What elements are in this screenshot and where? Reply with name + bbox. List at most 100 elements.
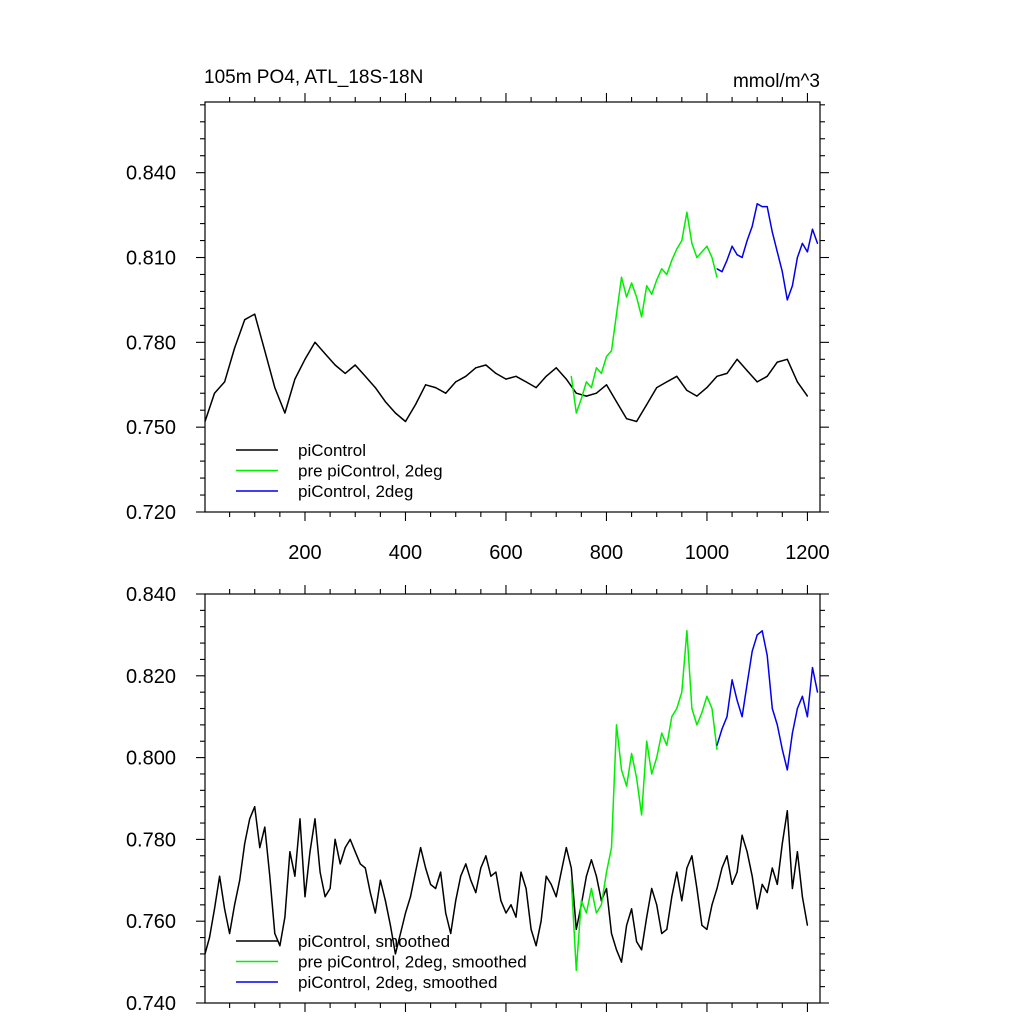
series-point — [414, 871, 417, 873]
series-point — [213, 908, 216, 910]
series-point — [254, 313, 256, 315]
series-point — [721, 867, 723, 869]
series-point — [641, 949, 643, 951]
series-point — [666, 928, 668, 931]
series-point — [651, 773, 653, 775]
series-point — [610, 350, 613, 352]
plot-frame — [204, 101, 821, 513]
series-point — [666, 744, 668, 746]
series-point — [766, 375, 768, 377]
series-point — [314, 341, 316, 343]
series-point — [676, 871, 678, 873]
series-point — [756, 203, 758, 205]
series-point — [590, 387, 593, 389]
series-point — [656, 387, 658, 389]
series-point — [384, 401, 386, 403]
series-point — [751, 225, 753, 227]
series-point — [726, 716, 728, 718]
series-point — [590, 859, 593, 861]
series-point — [620, 961, 623, 963]
series-point — [585, 381, 588, 383]
series-point — [746, 240, 748, 242]
y-tick-label: 0.760 — [126, 911, 176, 933]
plot-frame — [204, 593, 821, 1004]
series-point — [545, 375, 547, 377]
series-point — [631, 752, 633, 755]
series-point — [535, 387, 537, 389]
series-point — [575, 969, 577, 971]
series-point — [580, 900, 582, 902]
series-point — [475, 892, 477, 894]
series-point — [605, 355, 608, 358]
series-point — [746, 851, 748, 853]
series-point — [500, 900, 502, 902]
series-point — [208, 937, 211, 939]
series-point — [565, 378, 567, 380]
series-point — [324, 896, 326, 898]
series-point — [756, 381, 758, 383]
series-point — [776, 251, 778, 253]
series-point — [259, 847, 261, 849]
top-panel: 200 400 600 800 1000 1200 0.720 0.750 0.780 0.810… — [126, 93, 830, 564]
series-point — [791, 732, 794, 734]
series-point — [299, 818, 301, 820]
series-point — [600, 904, 603, 906]
series-point — [661, 268, 663, 270]
series-point — [455, 900, 457, 902]
series-point — [701, 712, 703, 714]
series-point — [711, 707, 713, 710]
series-point — [505, 378, 507, 380]
series-point — [726, 259, 728, 261]
series-point — [495, 372, 497, 374]
x-tick-label: 400 — [389, 542, 422, 564]
series-point — [475, 367, 477, 369]
legend-label: pre piControl, 2deg — [298, 462, 443, 481]
series-point — [304, 358, 306, 360]
series-point — [379, 879, 381, 881]
series-point — [435, 387, 437, 389]
series-point — [696, 887, 698, 890]
series-point — [605, 871, 608, 873]
series-point — [510, 904, 512, 906]
series-point — [440, 871, 442, 873]
series-point — [610, 932, 613, 935]
series-point — [731, 245, 733, 247]
series-point — [565, 847, 567, 849]
series-point — [575, 392, 577, 394]
series-point — [771, 867, 773, 869]
series-point — [465, 375, 467, 377]
series-point — [786, 810, 788, 812]
series-point — [786, 299, 788, 301]
series-point — [721, 271, 723, 273]
series-point — [279, 945, 281, 947]
series-point — [399, 932, 402, 935]
series-point — [334, 838, 336, 841]
series-point — [626, 785, 628, 787]
series-point — [460, 875, 462, 877]
series-point — [329, 887, 331, 890]
series-point — [394, 953, 396, 955]
series-point — [706, 387, 708, 389]
legend-label: pre piControl, 2deg, smoothed — [298, 953, 527, 972]
series-point — [676, 707, 678, 710]
series-point — [585, 912, 588, 914]
series-point — [480, 867, 482, 869]
series-point — [681, 900, 683, 902]
series-point — [525, 887, 527, 890]
series-point — [706, 245, 708, 247]
series-point — [656, 757, 658, 759]
series-point — [631, 908, 633, 910]
series-point — [535, 945, 537, 947]
series-point — [741, 256, 743, 259]
series-point — [249, 818, 251, 820]
series-point — [244, 319, 246, 321]
series-point — [465, 863, 467, 865]
series-point — [620, 769, 623, 771]
series-point — [455, 381, 457, 383]
series-point — [736, 358, 738, 360]
series-point — [811, 228, 814, 230]
series-point — [575, 412, 577, 414]
legend-label: piControl, 2deg — [298, 482, 413, 501]
series-point — [691, 707, 693, 710]
series-point — [540, 920, 542, 922]
